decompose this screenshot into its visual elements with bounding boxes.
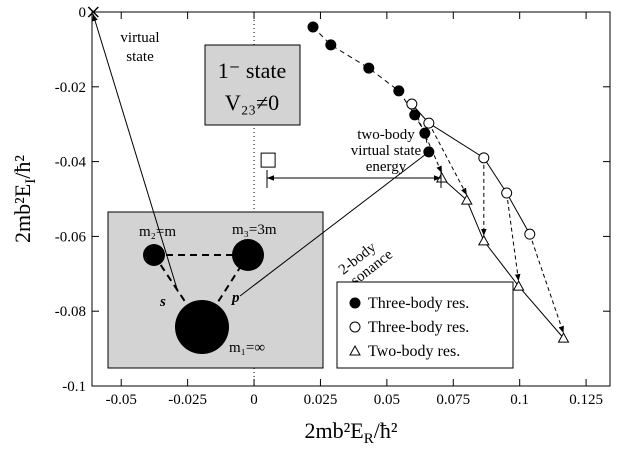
marker (419, 127, 431, 139)
legend (336, 281, 514, 369)
x-tick-label: -0.025 (168, 392, 207, 408)
x-tick-label: 0.025 (304, 392, 338, 408)
marker (307, 21, 319, 33)
pointer (92, 13, 179, 293)
connector (529, 233, 564, 334)
y-axis-label-part: /ħ² (10, 155, 35, 179)
state-box (204, 44, 301, 126)
connector (411, 103, 443, 174)
y-tick-label: -0.04 (55, 155, 87, 171)
mass-label: m₃=3m (232, 222, 277, 238)
marker (512, 280, 525, 291)
marker (409, 109, 421, 121)
marker (349, 321, 361, 333)
y-axis-label: 2mb²EI/ħ² (10, 155, 39, 243)
legend-label: Three-body res. (368, 319, 469, 336)
marker (325, 39, 337, 51)
y-tick-label: -0.1 (62, 379, 86, 395)
y-tick-label: -0.02 (55, 80, 86, 96)
marker (423, 117, 435, 129)
y-tick-label: -0.06 (55, 229, 87, 245)
particle (175, 300, 229, 354)
x-tick-label: -0.05 (106, 392, 137, 408)
mass-label: m₁=∞ (229, 340, 265, 356)
y-axis-label-part: 2mb²E (10, 184, 35, 243)
marker (423, 146, 435, 158)
x-tick-label: 0 (250, 392, 258, 408)
annotation: state (126, 49, 154, 65)
connector (506, 192, 521, 282)
annotation: virtual state (351, 143, 422, 159)
state-label: V₂₃≠0 (225, 90, 279, 115)
x-tick-label: 0.075 (436, 392, 470, 408)
bond-label: p (230, 290, 240, 306)
marker (478, 152, 490, 164)
marker (501, 187, 513, 199)
particle (232, 239, 264, 271)
legend-label: Three-body res. (368, 295, 469, 312)
connector (428, 122, 468, 196)
marker (477, 234, 490, 246)
marker (524, 228, 536, 240)
state-label: 1⁻ state (218, 58, 286, 83)
x-tick-label: 0.1 (510, 392, 529, 408)
x-axis-label-part: R (364, 431, 374, 447)
x-axis-label-part: /ħ² (374, 418, 398, 443)
marker (406, 98, 418, 110)
annotation: energy (366, 159, 407, 175)
x-axis-label: 2mb²ER/ħ² (305, 418, 398, 447)
particle (143, 244, 165, 266)
mass-label: m₂=m (139, 224, 176, 240)
marker (393, 85, 405, 97)
bond-label: s (159, 294, 166, 310)
x-axis-label-part: 2mb²E (305, 418, 364, 443)
y-axis-label-part: I (23, 179, 39, 184)
plot-frame (91, 11, 611, 387)
annotation: virtual (120, 30, 159, 46)
x-tick-label: 0.125 (569, 392, 603, 408)
y-tick-label: -0.08 (55, 304, 86, 320)
marker (363, 62, 375, 74)
marker (349, 344, 361, 356)
annotation: two-body (357, 127, 415, 143)
marker (460, 194, 473, 205)
x-tick-label: 0.05 (374, 392, 400, 408)
marker (557, 332, 570, 343)
y-tick-label: 0 (79, 5, 87, 21)
two-body-virtual-marker (260, 152, 276, 168)
marker (349, 297, 361, 309)
legend-label: Two-body res. (368, 343, 460, 360)
